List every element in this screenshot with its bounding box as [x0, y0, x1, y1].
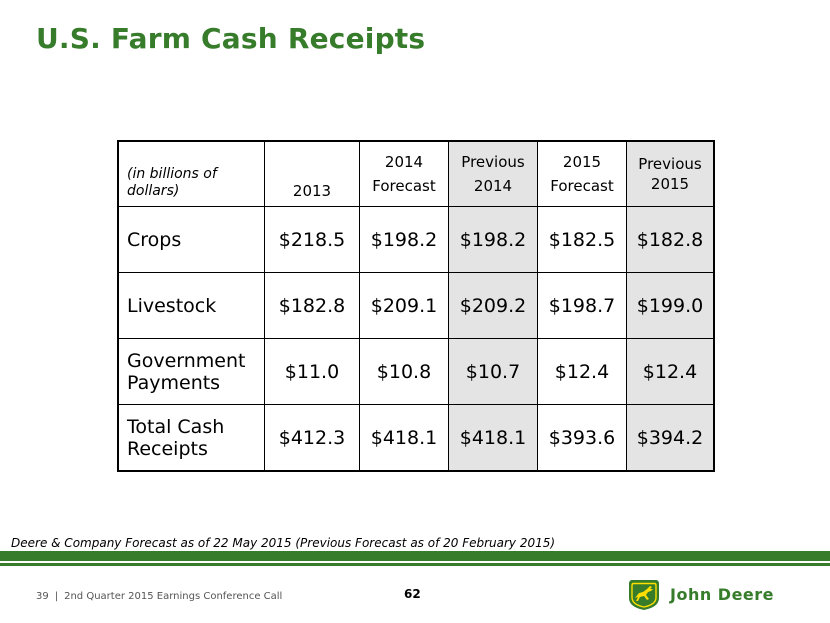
- forecast-note: Deere & Company Forecast as of 22 May 20…: [11, 536, 556, 550]
- header-2013: 2013: [264, 140, 360, 207]
- cell-value: $11.0: [264, 338, 360, 405]
- leaping-deer-logo-icon: [629, 580, 659, 610]
- event-name: 2nd Quarter 2015 Earnings Conference Cal…: [64, 591, 283, 602]
- cell-value: $12.4: [626, 338, 715, 405]
- row-label-crops: Crops: [117, 206, 265, 273]
- table-row: Government Payments $11.0 $10.8 $10.7 $1…: [117, 338, 715, 405]
- cell-value: $218.5: [264, 206, 360, 273]
- units-header: (in billions of dollars): [117, 140, 265, 207]
- logo-wordmark: John Deere: [670, 584, 775, 604]
- cell-value: $198.2: [448, 206, 538, 273]
- cell-value: $394.2: [626, 404, 715, 472]
- cell-value: $199.0: [626, 272, 715, 339]
- footer-separator: |: [54, 591, 59, 602]
- cell-value: $412.3: [264, 404, 360, 472]
- cell-value: $198.7: [537, 272, 627, 339]
- cell-value: $182.5: [537, 206, 627, 273]
- footer-caption: 39 | 2nd Quarter 2015 Earnings Conference …: [36, 591, 282, 602]
- page-title: U.S. Farm Cash Receipts: [36, 22, 426, 55]
- header-2014-forecast: 2014 Forecast: [359, 140, 449, 207]
- page-number: 62: [404, 587, 421, 601]
- cell-value: $198.2: [359, 206, 449, 273]
- slide-number: 39: [36, 591, 49, 602]
- table-header-row: (in billions of dollars) 2013 2014 Forec…: [117, 140, 715, 207]
- cell-value: $12.4: [537, 338, 627, 405]
- row-label-government-payments: Government Payments: [117, 338, 265, 405]
- table-row: Livestock $182.8 $209.1 $209.2 $198.7 $1…: [117, 272, 715, 339]
- farm-cash-receipts-table: (in billions of dollars) 2013 2014 Forec…: [117, 140, 715, 472]
- cell-value: $182.8: [626, 206, 715, 273]
- cell-value: $10.8: [359, 338, 449, 405]
- cell-value: $209.1: [359, 272, 449, 339]
- cell-value: $10.7: [448, 338, 538, 405]
- header-2015-forecast: 2015 Forecast: [537, 140, 627, 207]
- header-previous-2014: Previous 2014: [448, 140, 538, 207]
- footer-rule-thin: [0, 563, 830, 566]
- cell-value: $393.6: [537, 404, 627, 472]
- table-row: Crops $218.5 $198.2 $198.2 $182.5 $182.8: [117, 206, 715, 273]
- row-label-total-cash-receipts: Total Cash Receipts: [117, 404, 265, 472]
- footer-rule-thick: [0, 551, 830, 561]
- row-label-livestock: Livestock: [117, 272, 265, 339]
- john-deere-logo: John Deere: [626, 576, 774, 612]
- cell-value: $418.1: [448, 404, 538, 472]
- header-previous-2015: Previous 2015: [626, 140, 715, 207]
- table-row: Total Cash Receipts $412.3 $418.1 $418.1…: [117, 404, 715, 472]
- cell-value: $418.1: [359, 404, 449, 472]
- cell-value: $182.8: [264, 272, 360, 339]
- cell-value: $209.2: [448, 272, 538, 339]
